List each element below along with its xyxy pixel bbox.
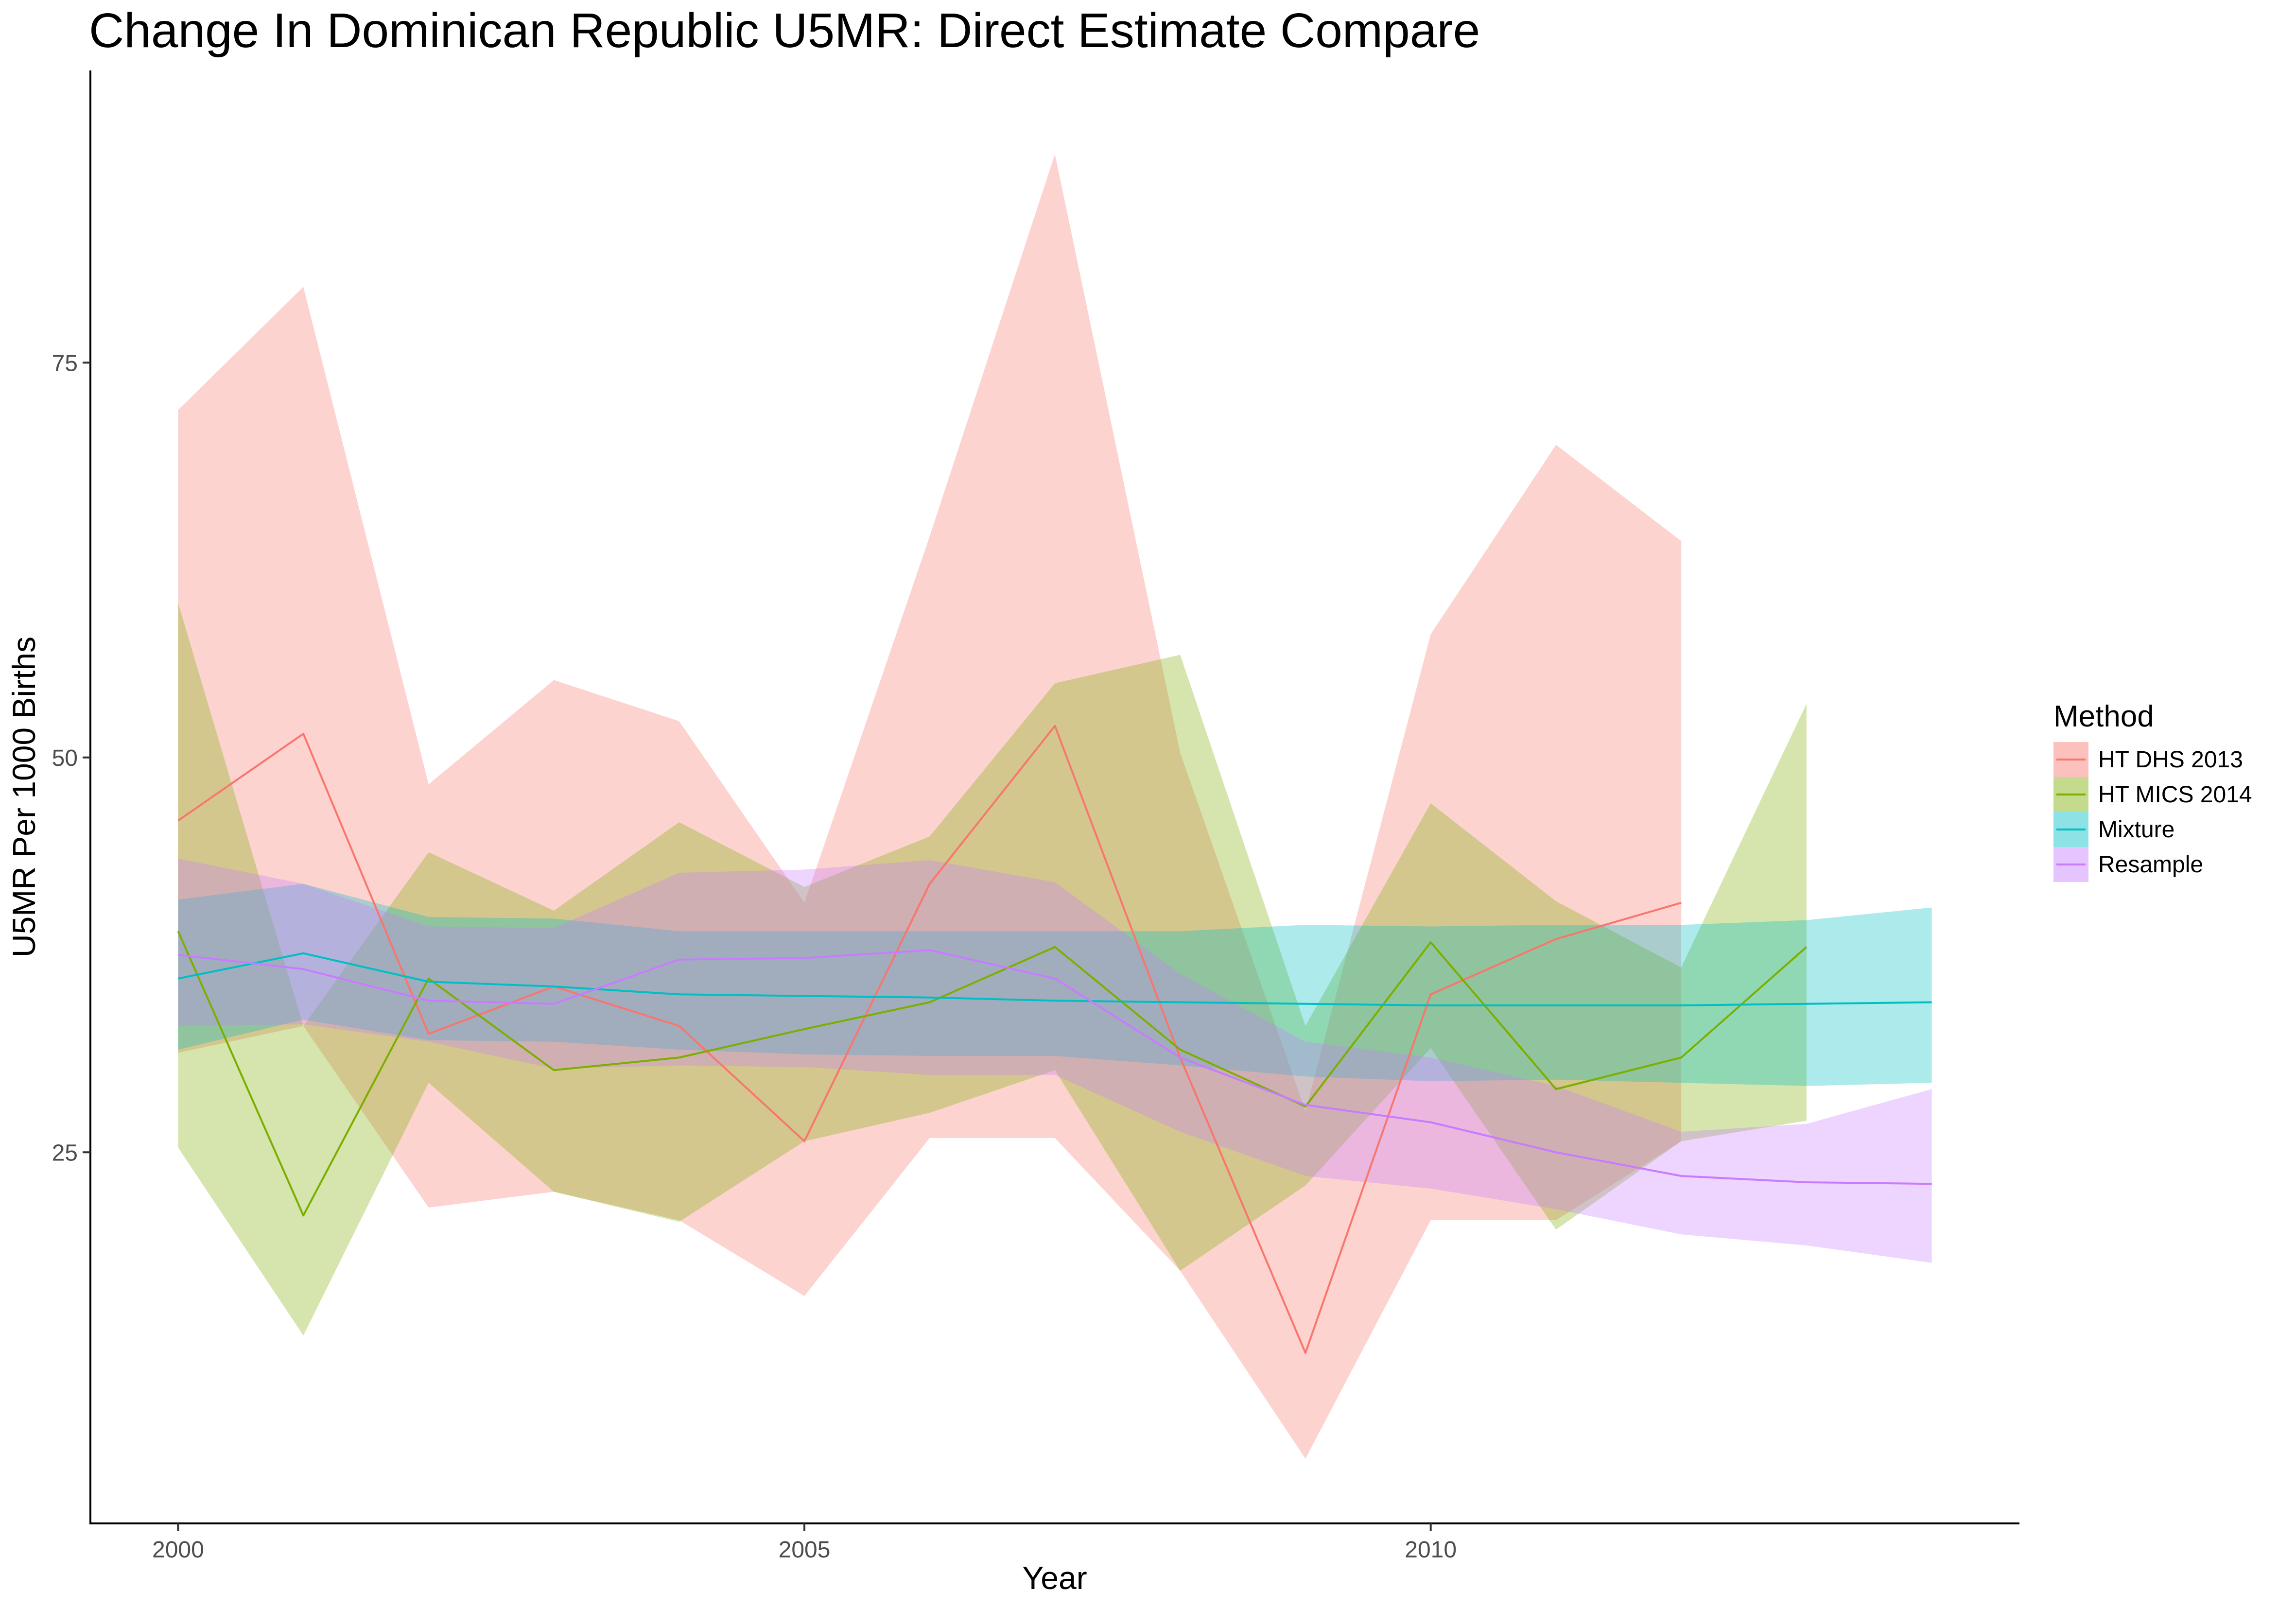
- point-resample-2007[interactable]: [1052, 976, 1058, 982]
- point-mixture-2001[interactable]: [300, 950, 306, 956]
- point-resample-2010[interactable]: [1428, 1120, 1434, 1125]
- point-mixture-2008[interactable]: [1177, 1000, 1183, 1005]
- point-resample-2000[interactable]: [175, 952, 181, 958]
- x-tick-label-2000: 2000: [152, 1537, 204, 1563]
- ribbon-ht-dhs-2013: [178, 154, 1682, 1459]
- y-tick-label-75: 75: [52, 350, 78, 376]
- legend-key-ht-mics-2014: [2053, 777, 2088, 812]
- ribbon-mixture: [178, 883, 1932, 1086]
- x-tick-label-2005: 2005: [779, 1537, 831, 1563]
- legend-label: HT MICS 2014: [2098, 781, 2252, 808]
- legend-key-line: [2056, 829, 2086, 830]
- point-ht-dhs-2013-2004[interactable]: [676, 1023, 682, 1029]
- point-mixture-2000[interactable]: [175, 976, 181, 982]
- point-mixture-2002[interactable]: [426, 979, 432, 985]
- point-resample-2001[interactable]: [300, 966, 306, 972]
- legend-key-line: [2056, 759, 2086, 760]
- point-mixture-2011[interactable]: [1553, 1002, 1559, 1008]
- point-ht-dhs-2013-2012[interactable]: [1678, 900, 1684, 906]
- point-ht-mics-2014-2004[interactable]: [676, 1054, 682, 1060]
- legend-key-mixture: [2053, 812, 2088, 847]
- point-mixture-2009[interactable]: [1303, 1001, 1308, 1007]
- y-axis-label: U5MR Per 1000 Births: [6, 637, 42, 957]
- point-ht-dhs-2013-2005[interactable]: [801, 1139, 807, 1144]
- line-ht-mics-2014[interactable]: [177, 931, 1808, 1217]
- point-resample-2011[interactable]: [1553, 1149, 1559, 1155]
- point-ht-dhs-2013-2011[interactable]: [1553, 936, 1559, 942]
- point-ht-dhs-2013-2006[interactable]: [927, 881, 933, 887]
- legend-key-line: [2056, 794, 2086, 795]
- y-tick-label-25: 25: [52, 1140, 78, 1166]
- point-mixture-2006[interactable]: [927, 995, 933, 1001]
- point-ht-mics-2014-2003[interactable]: [551, 1067, 557, 1073]
- legend-item-ht-mics-2014[interactable]: HT MICS 2014: [2053, 777, 2252, 812]
- point-resample-2012[interactable]: [1678, 1173, 1684, 1179]
- legend-title: Method: [2053, 700, 2154, 733]
- point-ht-mics-2014-2001[interactable]: [300, 1212, 306, 1218]
- point-resample-2009[interactable]: [1303, 1102, 1308, 1108]
- y-tick-label-50: 50: [52, 745, 78, 771]
- point-ht-dhs-2013-2009[interactable]: [1303, 1350, 1308, 1356]
- x-tick-label-2010: 2010: [1405, 1537, 1457, 1563]
- legend-label: HT DHS 2013: [2098, 746, 2243, 773]
- point-mixture-2005[interactable]: [801, 993, 807, 999]
- legend: Method HT DHS 2013 HT MICS 2014 Mixture …: [2053, 697, 2252, 882]
- point-ht-mics-2014-2007[interactable]: [1052, 944, 1058, 950]
- ticks-layer: 2000 2005 2010 25 50 75: [52, 350, 1457, 1563]
- point-ht-mics-2014-2010[interactable]: [1428, 939, 1434, 945]
- point-resample-2004[interactable]: [676, 957, 682, 963]
- point-mixture-2004[interactable]: [676, 991, 682, 997]
- legend-key-line: [2056, 864, 2086, 865]
- ribbon-ht-mics-2014: [178, 603, 1807, 1336]
- line-mixture[interactable]: [178, 952, 1932, 1006]
- point-ht-mics-2014-2011[interactable]: [1553, 1086, 1559, 1092]
- point-resample-2013[interactable]: [1804, 1179, 1809, 1185]
- legend-label: Resample: [2098, 851, 2204, 878]
- point-ht-dhs-2013-2000[interactable]: [175, 818, 181, 824]
- point-resample-2008[interactable]: [1177, 1054, 1183, 1060]
- point-mixture-2007[interactable]: [1052, 998, 1058, 1003]
- point-mixture-2012[interactable]: [1678, 1002, 1684, 1008]
- point-resample-2014[interactable]: [1929, 1181, 1935, 1187]
- point-ht-mics-2014-2000[interactable]: [175, 928, 181, 934]
- ribbons-layer: [178, 154, 1932, 1459]
- point-ht-dhs-2013-2002[interactable]: [426, 1031, 432, 1037]
- point-ht-dhs-2013-2010[interactable]: [1428, 991, 1434, 997]
- legend-label: Mixture: [2098, 816, 2175, 843]
- point-ht-dhs-2013-2007[interactable]: [1052, 723, 1058, 729]
- point-ht-mics-2014-2013[interactable]: [1804, 944, 1809, 950]
- point-ht-mics-2014-2012[interactable]: [1678, 1054, 1684, 1060]
- line-ht-dhs-2013[interactable]: [177, 725, 1682, 1354]
- point-mixture-2014[interactable]: [1929, 1000, 1935, 1005]
- point-resample-2005[interactable]: [801, 955, 807, 961]
- line-resample[interactable]: [178, 949, 1932, 1185]
- x-axis-label: Year: [1022, 1560, 1087, 1596]
- axes-layer: [89, 70, 2019, 1524]
- point-ht-mics-2014-2005[interactable]: [801, 1026, 807, 1032]
- ribbon-resample: [178, 858, 1932, 1263]
- chart-title: Change In Dominican Republic U5MR: Direc…: [89, 3, 1480, 58]
- lines-layer: [175, 723, 1935, 1356]
- point-ht-dhs-2013-2001[interactable]: [300, 731, 306, 737]
- legend-item-resample[interactable]: Resample: [2053, 847, 2252, 882]
- point-ht-mics-2014-2008[interactable]: [1177, 1047, 1183, 1053]
- point-resample-2003[interactable]: [551, 1001, 557, 1007]
- legend-key-ht-dhs-2013: [2053, 742, 2088, 777]
- legend-item-ht-dhs-2013[interactable]: HT DHS 2013: [2053, 742, 2252, 777]
- legend-key-resample: [2053, 847, 2088, 882]
- point-mixture-2003[interactable]: [551, 984, 557, 989]
- point-mixture-2013[interactable]: [1804, 1001, 1809, 1007]
- legend-item-mixture[interactable]: Mixture: [2053, 812, 2252, 847]
- point-resample-2002[interactable]: [426, 998, 432, 1003]
- point-mixture-2010[interactable]: [1428, 1002, 1434, 1008]
- point-resample-2006[interactable]: [927, 947, 933, 953]
